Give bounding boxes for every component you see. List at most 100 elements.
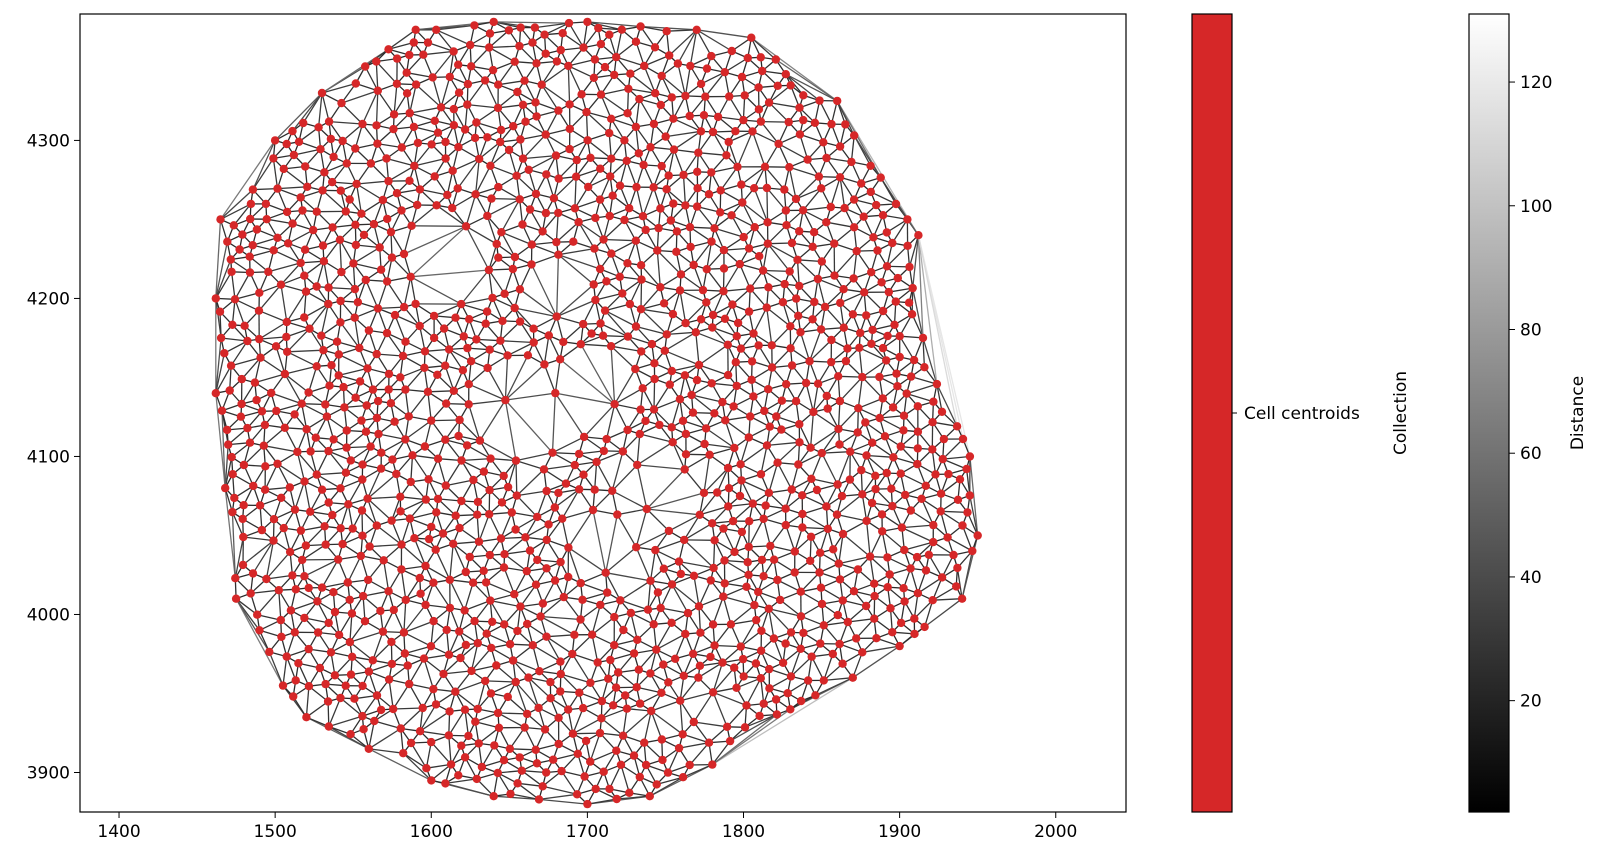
cell-centroid-point <box>815 96 824 105</box>
cell-centroid-point <box>845 475 855 484</box>
cell-centroid-point <box>351 240 361 250</box>
cell-centroid-point <box>235 245 244 254</box>
graph-edge <box>826 221 855 228</box>
cell-centroid-point <box>290 505 300 514</box>
cell-centroid-point <box>299 118 308 128</box>
cell-centroid-point <box>336 484 345 493</box>
cell-centroid-point <box>525 205 535 214</box>
graph-edge <box>275 346 286 375</box>
cell-centroid-point <box>288 571 297 580</box>
cell-centroid-point <box>629 751 639 760</box>
graph-edge <box>507 341 534 357</box>
graph-edge <box>817 278 844 290</box>
graph-edge <box>305 686 310 718</box>
graph-edge <box>413 143 433 167</box>
graph-edge <box>693 575 700 607</box>
graph-edge <box>616 514 637 548</box>
cell-centroid-point <box>631 364 640 374</box>
graph-edge <box>231 299 236 325</box>
cell-centroid-point <box>441 137 450 147</box>
graph-edge <box>252 158 274 190</box>
cell-centroid-point <box>588 505 598 515</box>
cell-centroid-point <box>336 693 345 703</box>
cell-centroid-point <box>900 597 909 606</box>
graph-edge <box>605 404 616 440</box>
graph-edge <box>540 615 581 621</box>
graph-edge <box>455 680 486 693</box>
graph-edge <box>373 199 384 225</box>
cell-centroid-point <box>897 523 907 532</box>
cell-centroid-point <box>294 659 303 668</box>
graph-edge <box>388 165 415 182</box>
cell-centroid-point <box>853 565 863 574</box>
graph-edge <box>316 474 341 489</box>
cell-centroid-point <box>245 268 255 277</box>
graph-edge <box>591 616 615 636</box>
cell-centroid-point <box>828 649 837 659</box>
graph-edge <box>712 667 735 693</box>
cell-centroid-point <box>743 558 752 567</box>
graph-edge <box>286 632 296 657</box>
cell-centroid-point <box>465 552 474 562</box>
graph-edge <box>490 681 516 694</box>
graph-edge <box>691 394 723 403</box>
graph-edge <box>580 572 606 584</box>
cell-centroid-point <box>301 541 311 550</box>
graph-edge <box>544 22 570 36</box>
graph-edge <box>400 707 424 729</box>
graph-edge <box>355 183 363 214</box>
graph-edge <box>762 518 771 547</box>
cell-centroid-point <box>211 294 220 303</box>
cell-centroid-point <box>688 649 698 658</box>
graph-edge <box>852 652 863 678</box>
cell-centroid-point <box>795 438 804 447</box>
cell-centroid-point <box>900 545 909 555</box>
cell-centroid-point <box>444 345 454 354</box>
cell-centroid-point <box>236 412 246 421</box>
cell-centroid-point <box>470 133 480 143</box>
graph-edge <box>790 656 813 677</box>
graph-edge <box>215 219 222 299</box>
graph-edge <box>403 225 413 255</box>
cell-centroid-point <box>849 195 859 204</box>
cell-centroid-point <box>652 645 661 654</box>
cell-centroid-point <box>246 199 256 209</box>
cell-centroid-point <box>520 723 529 732</box>
cell-centroid-point <box>510 252 520 262</box>
graph-edge <box>560 673 591 684</box>
graph-edge <box>264 463 279 490</box>
cell-centroid-point <box>608 486 617 495</box>
graph-edge <box>567 65 571 105</box>
cell-centroid-point <box>319 257 329 266</box>
graph-edge <box>809 339 832 362</box>
cell-centroid-point <box>345 595 354 604</box>
graph-edge <box>711 713 778 766</box>
cell-centroid-point <box>796 587 805 596</box>
cell-centroid-point <box>379 556 388 565</box>
cell-centroid-point <box>554 174 563 183</box>
cell-centroid-point <box>708 688 718 697</box>
cell-centroid-point <box>731 358 740 367</box>
cell-centroid-point <box>392 469 401 479</box>
cell-centroid-point <box>439 669 448 679</box>
cell-centroid-point <box>405 108 414 118</box>
graph-edge <box>347 479 363 505</box>
cell-centroid-point <box>365 542 374 551</box>
graph-edge <box>766 307 791 327</box>
cell-centroid-point <box>239 460 249 470</box>
cell-centroid-point <box>388 455 397 464</box>
cell-centroid-point <box>559 337 568 347</box>
cell-centroid-point <box>485 29 495 38</box>
cell-centroid-point <box>732 683 741 692</box>
graph-edge <box>697 662 723 679</box>
graph-edge <box>668 29 698 56</box>
cell-centroid-point <box>291 585 300 594</box>
graph-edge <box>678 742 710 749</box>
graph-edge <box>435 549 451 581</box>
cell-centroid-point <box>358 531 367 540</box>
cell-centroid-point <box>694 148 703 157</box>
graph-edge <box>571 634 593 655</box>
graph-edge <box>488 243 498 271</box>
cell-centroid-point <box>221 483 230 493</box>
cell-centroid-point <box>737 476 746 485</box>
